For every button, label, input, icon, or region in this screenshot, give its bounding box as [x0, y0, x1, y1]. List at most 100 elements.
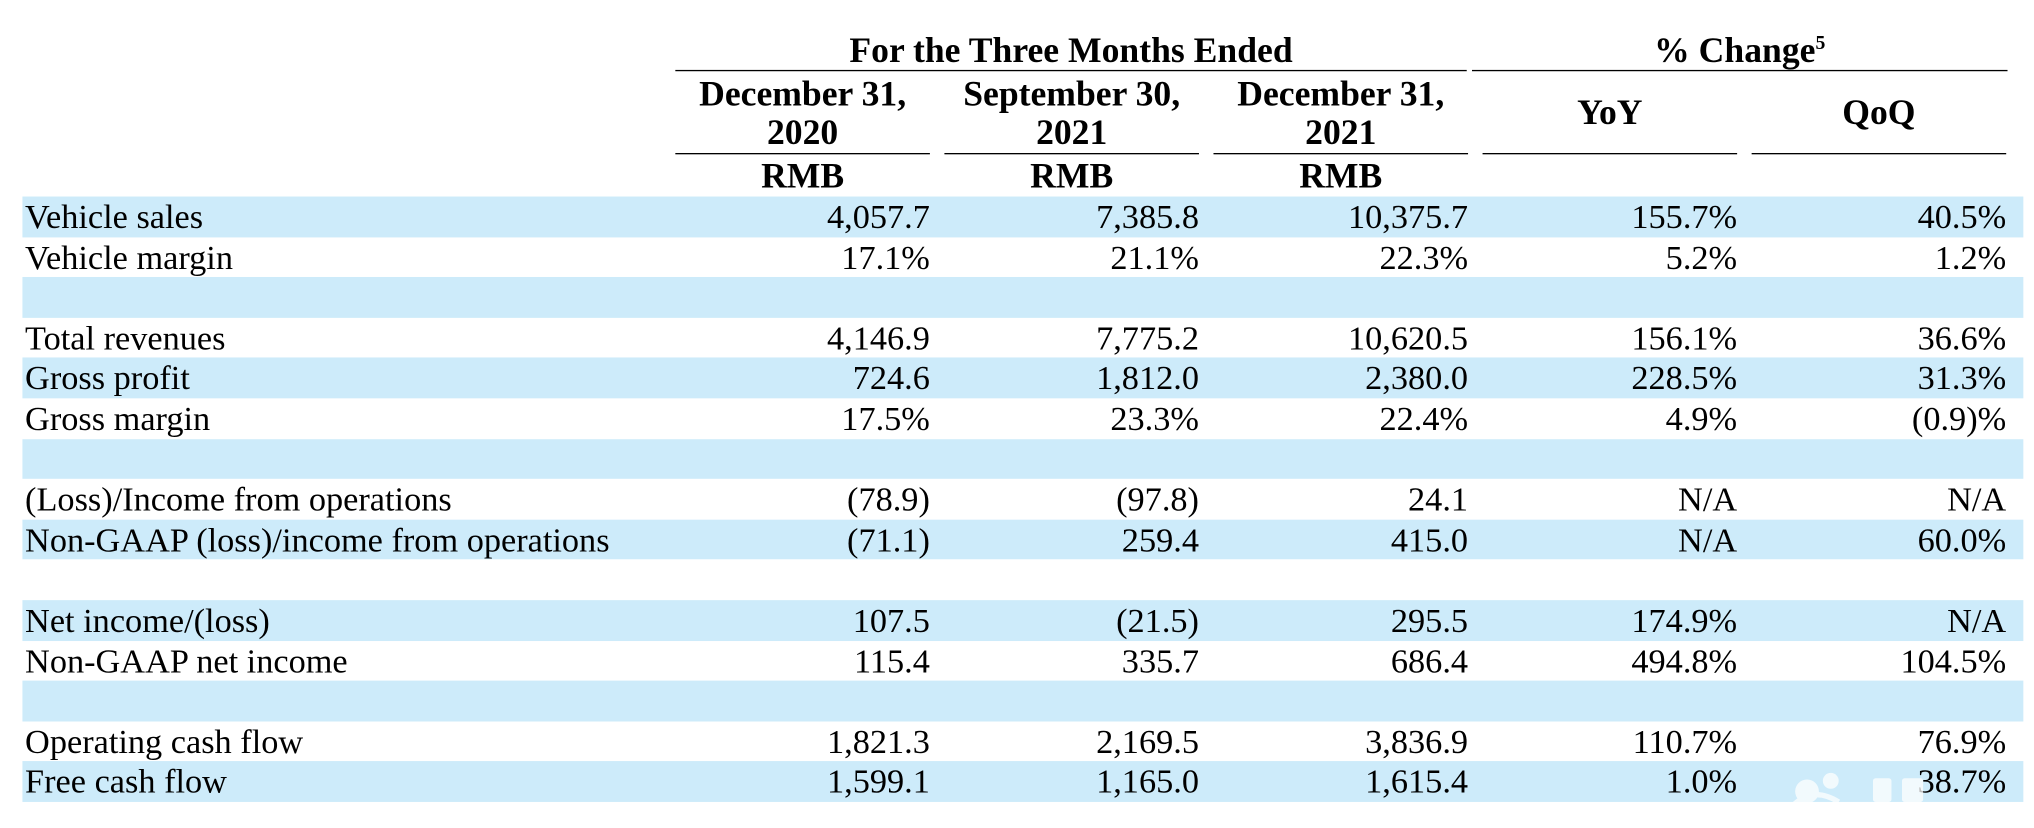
row-value-sep-2021: 23.3% [1110, 399, 1199, 438]
row-value-yoy: 494.8% [1631, 641, 1738, 681]
row-label: Operating cash flow [25, 722, 304, 761]
header-col-dec-2020: December 31, 2020 [699, 73, 907, 152]
rule-col5 [1751, 153, 2007, 155]
table-row: Gross margin 17.5% 23.3% 22.4% 4.9% (0.9)% [22, 398, 2023, 438]
row-value-yoy: 155.7% [1631, 197, 1738, 237]
table-spacer-row [22, 680, 2024, 722]
table-row: Non-GAAP (loss)/income from operations (7… [22, 519, 2024, 560]
row-label: Net income/(loss) [25, 601, 270, 640]
row-value-qoq: N/A [1947, 480, 2007, 519]
row-value-qoq: 40.5% [1917, 197, 2007, 237]
table-row: Free cash flow 1,599.1 1,165.0 1,615.4 1.0% 3… [22, 761, 2024, 802]
row-value-qoq: 1.2% [1934, 238, 2007, 277]
table-row: (Loss)/Income from operations (78.9) (97.8… [22, 479, 2023, 519]
row-value-sep-2021: 335.7 [1121, 641, 1199, 681]
row-value-dec-2020: 724.6 [852, 359, 930, 398]
row-value-dec-2020: 4,146.9 [827, 318, 930, 358]
table-row: Operating cash flow 1,821.3 2,169.5 3,836.9… [22, 721, 2023, 761]
row-value-dec-2020: 17.1% [841, 238, 930, 277]
row-label: Vehicle margin [25, 238, 233, 277]
table-spacer-row [22, 438, 2024, 479]
row-value-yoy: 1.0% [1665, 762, 1738, 802]
row-value-dec-2021: 24.1 [1408, 480, 1469, 519]
table-row: Net income/(loss) 107.5 (21.5) 295.5 174.9% N… [22, 600, 2024, 641]
footnote-marker: 5 [1815, 32, 1826, 55]
row-value-yoy: 228.5% [1631, 359, 1738, 398]
row-label: Vehicle sales [25, 197, 204, 237]
row-value-dec-2021: 3,836.9 [1365, 722, 1469, 761]
currency-label-col2: RMB [1030, 155, 1114, 196]
row-value-dec-2020: (78.9) [847, 480, 930, 519]
row-value-sep-2021: 1,165.0 [1096, 762, 1199, 802]
row-label: Free cash flow [25, 762, 227, 802]
table-row: Total revenues 4,146.9 7,775.2 10,620.5 156.… [22, 318, 2023, 358]
row-value-qoq: 36.6% [1917, 318, 2007, 358]
row-value-dec-2021: 10,620.5 [1348, 318, 1469, 358]
row-value-yoy: 5.2% [1665, 238, 1738, 277]
row-value-dec-2020: 4,057.7 [827, 197, 930, 237]
row-value-yoy: N/A [1678, 480, 1738, 519]
table-spacer-row [22, 277, 2024, 318]
row-value-sep-2021: 2,169.5 [1096, 722, 1199, 761]
row-value-qoq: 60.0% [1917, 520, 2007, 559]
rule-col2 [944, 153, 1199, 155]
row-value-qoq: N/A [1947, 601, 2007, 640]
row-value-sep-2021: 7,775.2 [1096, 318, 1199, 358]
rule-col4 [1482, 153, 1738, 155]
row-value-sep-2021: (21.5) [1116, 601, 1199, 640]
row-value-qoq: (0.9)% [1911, 399, 2007, 438]
rule-col3 [1213, 153, 1469, 155]
row-value-dec-2021: 22.4% [1379, 399, 1469, 438]
watermark-logo-icon [1792, 772, 1924, 807]
row-value-sep-2021: (97.8) [1116, 480, 1199, 519]
row-value-sep-2021: 7,385.8 [1096, 197, 1199, 237]
row-label: Non-GAAP net income [25, 641, 348, 681]
table-row: Non-GAAP net income 115.4 335.7 686.4 494.8%… [22, 640, 2023, 680]
rule-group2 [1472, 69, 2008, 72]
row-value-dec-2021: 295.5 [1390, 601, 1469, 640]
header-col-sep-2021: September 30, 2021 [963, 73, 1181, 152]
row-label: Total revenues [25, 318, 226, 358]
row-value-qoq: 104.5% [1900, 641, 2007, 681]
row-value-dec-2020: 115.4 [853, 641, 930, 681]
header-percent-change-label: % Change [1654, 30, 1816, 70]
row-value-qoq: 38.7% [1917, 762, 2007, 802]
row-value-dec-2021: 1,615.4 [1365, 762, 1469, 802]
header-percent-change: % Change5 [1472, 30, 2008, 70]
header-three-months-ended: For the Three Months Ended [849, 30, 1293, 70]
row-value-dec-2021: 22.3% [1379, 238, 1469, 277]
row-value-sep-2021: 259.4 [1121, 520, 1199, 559]
row-label: (Loss)/Income from operations [25, 480, 452, 519]
table-row: Gross profit 724.6 1,812.0 2,380.0 228.5% 31.… [22, 357, 2024, 399]
table-spacer-row [22, 560, 2023, 600]
header-col-yoy: YoY [1577, 92, 1643, 132]
row-value-sep-2021: 21.1% [1110, 238, 1199, 277]
currency-label-col3: RMB [1299, 155, 1383, 196]
row-label: Gross margin [25, 399, 211, 438]
row-value-dec-2020: 1,821.3 [827, 722, 930, 761]
header-col-dec-2021: December 31, 2021 [1237, 73, 1445, 152]
row-label: Non-GAAP (loss)/income from operations [25, 520, 610, 559]
row-value-yoy: 4.9% [1665, 399, 1738, 438]
row-value-dec-2020: 17.5% [841, 399, 930, 438]
header-col-qoq: QoQ [1842, 92, 1916, 132]
row-value-sep-2021: 1,812.0 [1096, 359, 1199, 398]
row-label: Gross profit [25, 359, 190, 398]
rule-col1 [675, 153, 930, 155]
row-value-yoy: 110.7% [1632, 722, 1738, 761]
table-row: Vehicle sales 4,057.7 7,385.8 10,375.7 155.7… [22, 196, 2024, 237]
currency-label-col1: RMB [761, 155, 845, 196]
row-value-dec-2020: (71.1) [847, 520, 930, 559]
table-row: Vehicle margin 17.1% 21.1% 22.3% 5.2% 1.2% [22, 237, 2023, 277]
row-value-dec-2021: 686.4 [1390, 641, 1469, 681]
row-value-dec-2020: 1,599.1 [827, 762, 930, 802]
row-value-dec-2021: 2,380.0 [1365, 359, 1469, 398]
row-value-yoy: N/A [1678, 520, 1738, 559]
rule-group1 [675, 69, 1467, 72]
row-value-yoy: 174.9% [1631, 601, 1738, 640]
row-value-dec-2021: 415.0 [1390, 520, 1469, 559]
row-value-qoq: 76.9% [1917, 722, 2007, 761]
row-value-qoq: 31.3% [1917, 359, 2007, 398]
row-value-yoy: 156.1% [1631, 318, 1738, 358]
